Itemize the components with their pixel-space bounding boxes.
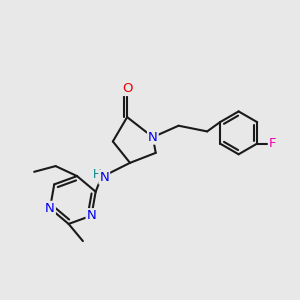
Text: N: N [99, 171, 109, 184]
Text: O: O [122, 82, 132, 95]
Text: H: H [93, 168, 101, 181]
Text: F: F [269, 137, 277, 150]
Text: N: N [45, 202, 55, 215]
Text: N: N [148, 130, 158, 144]
Text: N: N [87, 209, 96, 222]
